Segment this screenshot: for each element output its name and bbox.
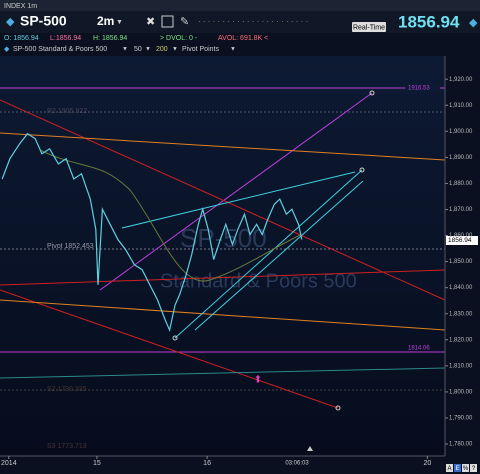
quote-high: H: 1856.94: [93, 35, 127, 42]
handle[interactable]: [369, 90, 375, 96]
window-title: INDEX 1m: [4, 3, 37, 10]
ma2[interactable]: 200: [156, 46, 168, 53]
quote-dvol: > DVOL: 0 -: [160, 35, 198, 42]
trend-line: [0, 289, 339, 409]
pivot-label: Pivot 1852.453: [47, 243, 94, 250]
price-box-label: 1856.94: [448, 237, 472, 244]
y-tick-label: 1,810.00: [449, 363, 473, 369]
y-tick-label: 1,880.00: [449, 181, 473, 187]
dropdown[interactable]: ▼: [230, 47, 236, 53]
drawings: [0, 87, 446, 411]
title-bar: [0, 0, 480, 11]
dots: · · · · · · · · · · · · · · · · · · · · …: [198, 17, 308, 26]
pivots[interactable]: Pivot Points: [182, 46, 219, 53]
dropdown[interactable]: ▼: [145, 47, 151, 53]
tools-icon[interactable]: ✖: [146, 16, 155, 28]
handle[interactable]: [359, 167, 365, 173]
trend-line: [0, 132, 446, 161]
cursor-time: 03:06:03: [285, 461, 309, 467]
footer-button-label[interactable]: E: [455, 466, 459, 472]
y-tick-label: 1,840.00: [449, 285, 473, 291]
quote-low: L:1856.94: [50, 35, 81, 42]
footer-button[interactable]: [446, 464, 453, 472]
footer-buttons: A E%?: [446, 464, 477, 472]
footer-button-label[interactable]: ?: [472, 466, 476, 472]
realtime-button[interactable]: [352, 22, 386, 32]
handle[interactable]: [335, 405, 341, 411]
y-tick-label: 1,850.00: [449, 259, 473, 265]
trend-line: [0, 269, 446, 286]
x-tick-label: 16: [203, 460, 211, 467]
symbol-icon: ◆: [6, 16, 15, 28]
y-tick-label: 1,900.00: [449, 129, 473, 135]
trend-line: [0, 299, 446, 331]
watermark: SP-500: [180, 223, 267, 253]
footer-button[interactable]: [470, 464, 477, 472]
pivot-label: S2 1799.335: [47, 386, 87, 393]
check-icon[interactable]: [161, 15, 174, 28]
last-price: 1856.94: [398, 12, 460, 31]
cursor-marker: [307, 446, 313, 451]
dropdown[interactable]: ▼: [172, 47, 178, 53]
pivot-label: S3 1773.713: [47, 443, 87, 450]
footer-button-label[interactable]: A: [447, 466, 451, 472]
draw-icon[interactable]: ✎: [180, 16, 189, 28]
symbol[interactable]: SP-500: [20, 13, 67, 29]
interval[interactable]: 2m: [97, 14, 114, 28]
y-tick-label: 1,910.00: [449, 103, 473, 109]
arrow-icon[interactable]: ◆: [469, 17, 478, 29]
plot-area: [0, 56, 445, 456]
dropdown[interactable]: ▼: [122, 47, 128, 53]
trend-line: [0, 367, 446, 379]
level-label: 1814.06: [408, 346, 430, 352]
x-tick-label: 15: [93, 460, 101, 467]
x-tick-label: 20: [423, 460, 431, 467]
interval-dropdown[interactable]: ▼: [116, 19, 123, 26]
footer-button[interactable]: [462, 464, 469, 472]
y-tick-label: 1,830.00: [449, 311, 473, 317]
y-tick-label: 1,820.00: [449, 337, 473, 343]
y-tick-label: 1,780.00: [449, 442, 473, 448]
level-box: [405, 84, 440, 92]
y-tick-label: 1,800.00: [449, 389, 473, 395]
wedge-line: [194, 180, 364, 331]
trend-line: [0, 99, 446, 301]
y-tick-label: 1,890.00: [449, 155, 473, 161]
wedge-line: [174, 169, 363, 339]
watermark: Standard & Poors 500: [160, 270, 357, 292]
moving-average: [39, 149, 301, 282]
realtime-label[interactable]: Real-Time: [353, 24, 385, 31]
footer-button[interactable]: [454, 464, 461, 472]
study-name[interactable]: SP-500 Standard & Poors 500: [13, 46, 107, 53]
footer-button-label[interactable]: %: [463, 466, 469, 472]
price-line: [1, 132, 303, 333]
level-label: 1916.53: [408, 86, 430, 92]
trend-line: [99, 92, 373, 291]
wedge-line: [121, 171, 356, 229]
y-tick-label: 1,870.00: [449, 207, 473, 213]
study-icon: ◆: [4, 46, 10, 53]
ma1[interactable]: 50: [134, 46, 142, 53]
price-box: [446, 236, 478, 245]
handle[interactable]: [172, 335, 178, 341]
y-tick-label: 1,920.00: [449, 77, 473, 83]
y-tick-label: 1,860.00: [449, 233, 473, 239]
y-tick-label: 1,790.00: [449, 416, 473, 422]
quote-open: O: 1856.94: [4, 35, 39, 42]
quote-avol: AVOL: 691.8K <: [218, 35, 268, 42]
x-tick-label: 2014: [1, 460, 17, 467]
arrow-marker: ⬆: [254, 375, 262, 386]
pivot-label: R2 1905.922: [47, 108, 87, 115]
